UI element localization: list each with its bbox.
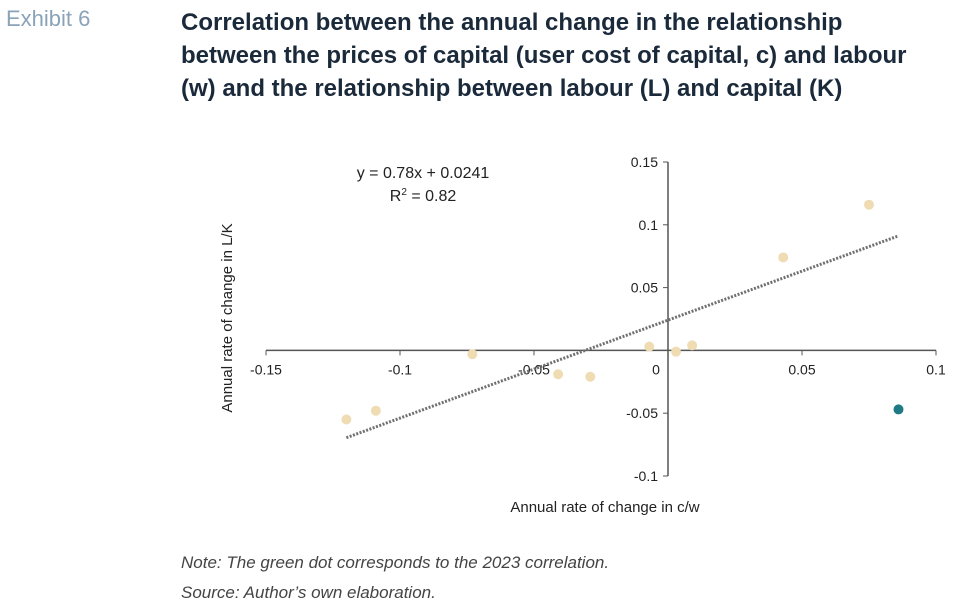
y-tick-label: 0.15: [631, 154, 658, 170]
title-line-1: Correlation between the annual change in…: [181, 9, 843, 36]
r-squared-prefix: R: [390, 188, 402, 205]
highlight-point: [893, 404, 904, 415]
x-axis-label: Annual rate of change in c/w: [510, 499, 699, 516]
data-point: [553, 369, 564, 380]
r-squared-value: = 0.82: [407, 188, 456, 205]
chart-title: Correlation between the annual change in…: [181, 6, 961, 105]
y-tick-label: 0.1: [639, 217, 659, 233]
y-axis-label: Annual rate of change in L/K: [219, 223, 236, 412]
trendline-equation: y = 0.78x + 0.0241: [357, 165, 490, 182]
title-line-2: between the prices of capital (user cost…: [181, 42, 907, 69]
x-tick-label: -0.15: [250, 361, 282, 377]
data-point: [644, 341, 655, 352]
data-point: [864, 199, 874, 210]
labels-group: y = 0.78x + 0.0241 R2 = 0.82 Annual rate…: [219, 165, 700, 516]
x-tick-label: 0.05: [788, 361, 815, 377]
axes: -0.15-0.1-0.0500.050.10.150.10.05-0.05-0…: [250, 154, 946, 484]
r-squared-exponent: 2: [401, 187, 407, 198]
y-tick-label: -0.05: [626, 405, 658, 421]
trendline: [345, 234, 899, 440]
note-text: Note: The green dot corresponds to the 2…: [181, 553, 610, 572]
x-tick-label: -0.1: [388, 361, 412, 377]
x-tick-label: 0.1: [926, 361, 946, 377]
source-text: Source: Author’s own elaboration.: [181, 583, 436, 602]
data-point: [467, 349, 478, 360]
exhibit-label: Exhibit 6: [6, 6, 91, 31]
data-point: [687, 340, 698, 351]
trendline-group: [345, 234, 899, 440]
x-tick-label: 0: [652, 361, 660, 377]
points-group: [341, 199, 904, 425]
data-point: [585, 371, 596, 382]
data-point: [671, 346, 682, 357]
data-point: [370, 405, 381, 416]
title-line-3: (w) and the relationship between labour …: [181, 75, 843, 102]
r-squared-label: R2 = 0.82: [390, 187, 457, 205]
data-point: [341, 414, 352, 425]
data-point: [778, 252, 789, 263]
y-tick-label: -0.1: [634, 468, 658, 484]
y-tick-label: 0.05: [631, 280, 658, 296]
